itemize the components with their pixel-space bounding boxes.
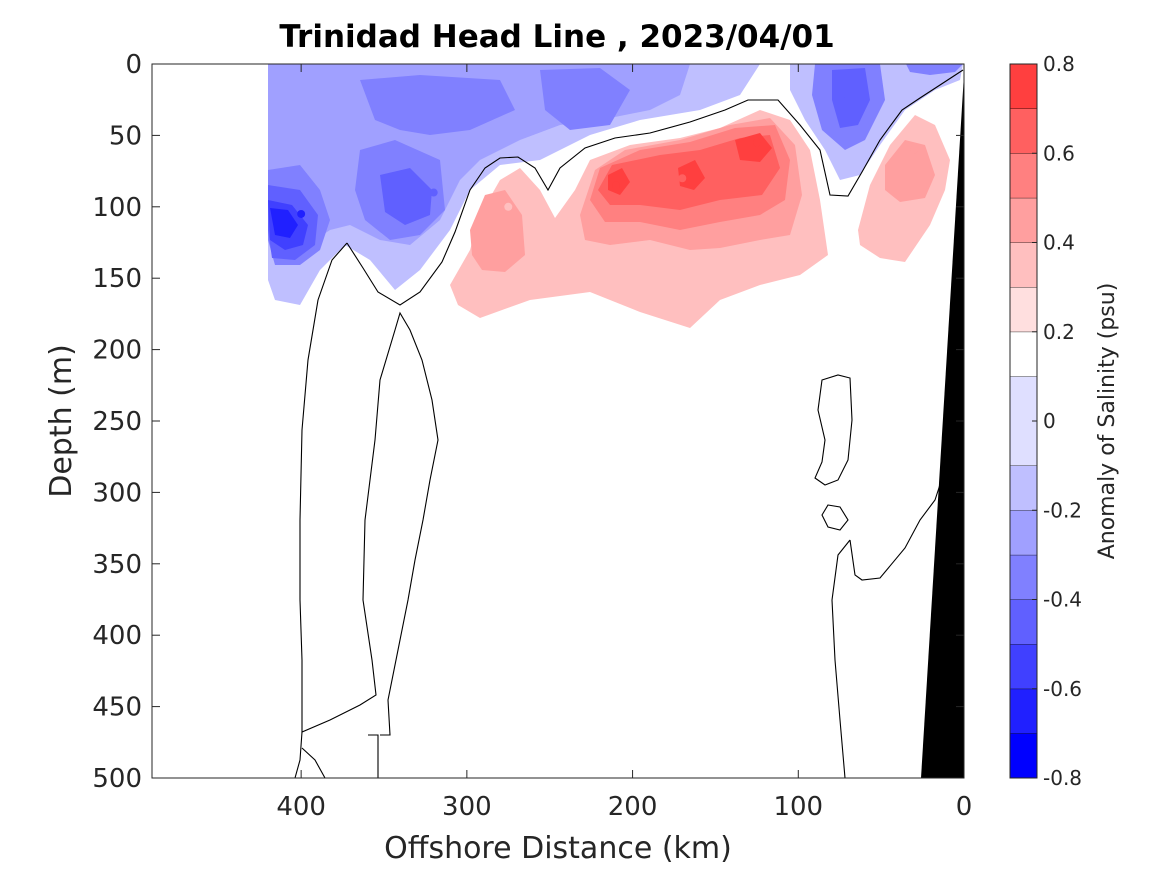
anomaly-core-point	[297, 209, 306, 218]
colorbar-band	[1010, 554, 1037, 600]
y-tick-label: 350	[92, 550, 142, 580]
x-tick-label: 300	[442, 792, 492, 822]
fresh-core-west-c	[270, 208, 298, 238]
colorbar-band	[1010, 688, 1037, 734]
anomaly-core-point	[678, 174, 687, 183]
colorbar-ticks: -0.8 -0.6 -0.4 -0.2 0 0.2 0.4 0.6 0.8	[1032, 52, 1082, 790]
contour-fills	[268, 64, 963, 328]
zero-contour-island-2	[821, 504, 849, 531]
zero-contour-loop-b	[294, 731, 303, 778]
salty-core-nearshore	[885, 140, 935, 202]
salty-core-east	[735, 133, 772, 162]
bathymetry-land	[921, 74, 964, 778]
x-tick-label: 200	[608, 792, 658, 822]
fresh-band-3	[360, 75, 515, 135]
colorbar-tick-label: -0.8	[1043, 766, 1082, 790]
colorbar-tick-label: -0.6	[1043, 677, 1082, 701]
y-tick-label: 200	[92, 336, 142, 366]
anomaly-core-point	[910, 145, 919, 154]
colorbar-tick-label: -0.2	[1043, 498, 1082, 522]
y-tick-label: 500	[92, 764, 142, 794]
anomaly-core-point	[504, 202, 513, 211]
colorbar-band	[1010, 599, 1037, 645]
y-tick-label: 300	[92, 478, 142, 508]
anomaly-core-point	[752, 138, 761, 147]
y-tick-label: 400	[92, 621, 142, 651]
fresh-surface-nearshore	[906, 64, 963, 75]
colorbar-tick-label: 0	[1043, 409, 1056, 433]
zero-contour-lines	[294, 69, 964, 778]
x-axis-label: Offshore Distance (km)	[384, 831, 732, 866]
colorbar-band	[1010, 64, 1037, 109]
colorbar-band	[1010, 153, 1037, 198]
y-tick-label: 0	[125, 50, 142, 80]
colorbar	[1010, 63, 1037, 778]
x-tick-label: 0	[956, 792, 973, 822]
colorbar-label: Anomaly of Salinity (psu)	[1095, 283, 1120, 560]
zero-contour-upper	[346, 69, 964, 306]
anomaly-core-point	[612, 181, 620, 190]
fresh-core-mid	[380, 168, 432, 225]
y-tick-label: 450	[92, 693, 142, 723]
colorbar-band	[1010, 108, 1037, 154]
anomaly-core-point	[844, 95, 852, 104]
salty-core-westlobe	[470, 190, 525, 272]
colorbar-tick-label: -0.4	[1043, 588, 1082, 612]
y-axis: 0 50 100 150 200 250 300 350 400 450 500	[92, 50, 964, 794]
y-tick-label: 150	[92, 264, 142, 294]
fresh-band-5	[540, 68, 630, 130]
chart-title: Trinidad Head Line , 2023/04/01	[279, 19, 834, 55]
colorbar-band	[1010, 644, 1037, 689]
zero-contour-loop-d	[368, 734, 379, 778]
colorbar-tick-label: 0.6	[1043, 141, 1075, 165]
colorbar-band	[1010, 510, 1037, 555]
zero-contour-loop-c	[301, 747, 326, 778]
anomaly-core-point	[429, 188, 438, 197]
y-tick-label: 50	[109, 121, 142, 151]
x-tick-label: 100	[773, 792, 823, 822]
y-tick-label: 250	[92, 407, 142, 437]
colorbar-tick-label: 0.8	[1043, 52, 1075, 76]
zero-contour-lower	[831, 539, 851, 778]
colorbar-band	[1010, 287, 1037, 332]
y-tick-label: 100	[92, 193, 142, 223]
colorbar-tick-label: 0.2	[1043, 320, 1075, 344]
zero-contour-loop-a	[299, 242, 439, 736]
salty-core-mid	[678, 160, 705, 190]
x-axis: 400 300 200 100 0	[276, 64, 972, 822]
colorbar-band	[1010, 242, 1037, 288]
y-axis-label: Depth (m)	[44, 344, 79, 498]
colorbar-band	[1010, 331, 1037, 377]
colorbar-tick-label: 0.4	[1043, 231, 1075, 255]
zero-contour-nearshore	[849, 459, 949, 581]
colorbar-band	[1010, 197, 1037, 243]
zero-contour-island-1	[814, 374, 853, 486]
colorbar-band	[1010, 465, 1037, 511]
x-tick-label: 400	[276, 792, 326, 822]
colorbar-band	[1010, 733, 1037, 778]
